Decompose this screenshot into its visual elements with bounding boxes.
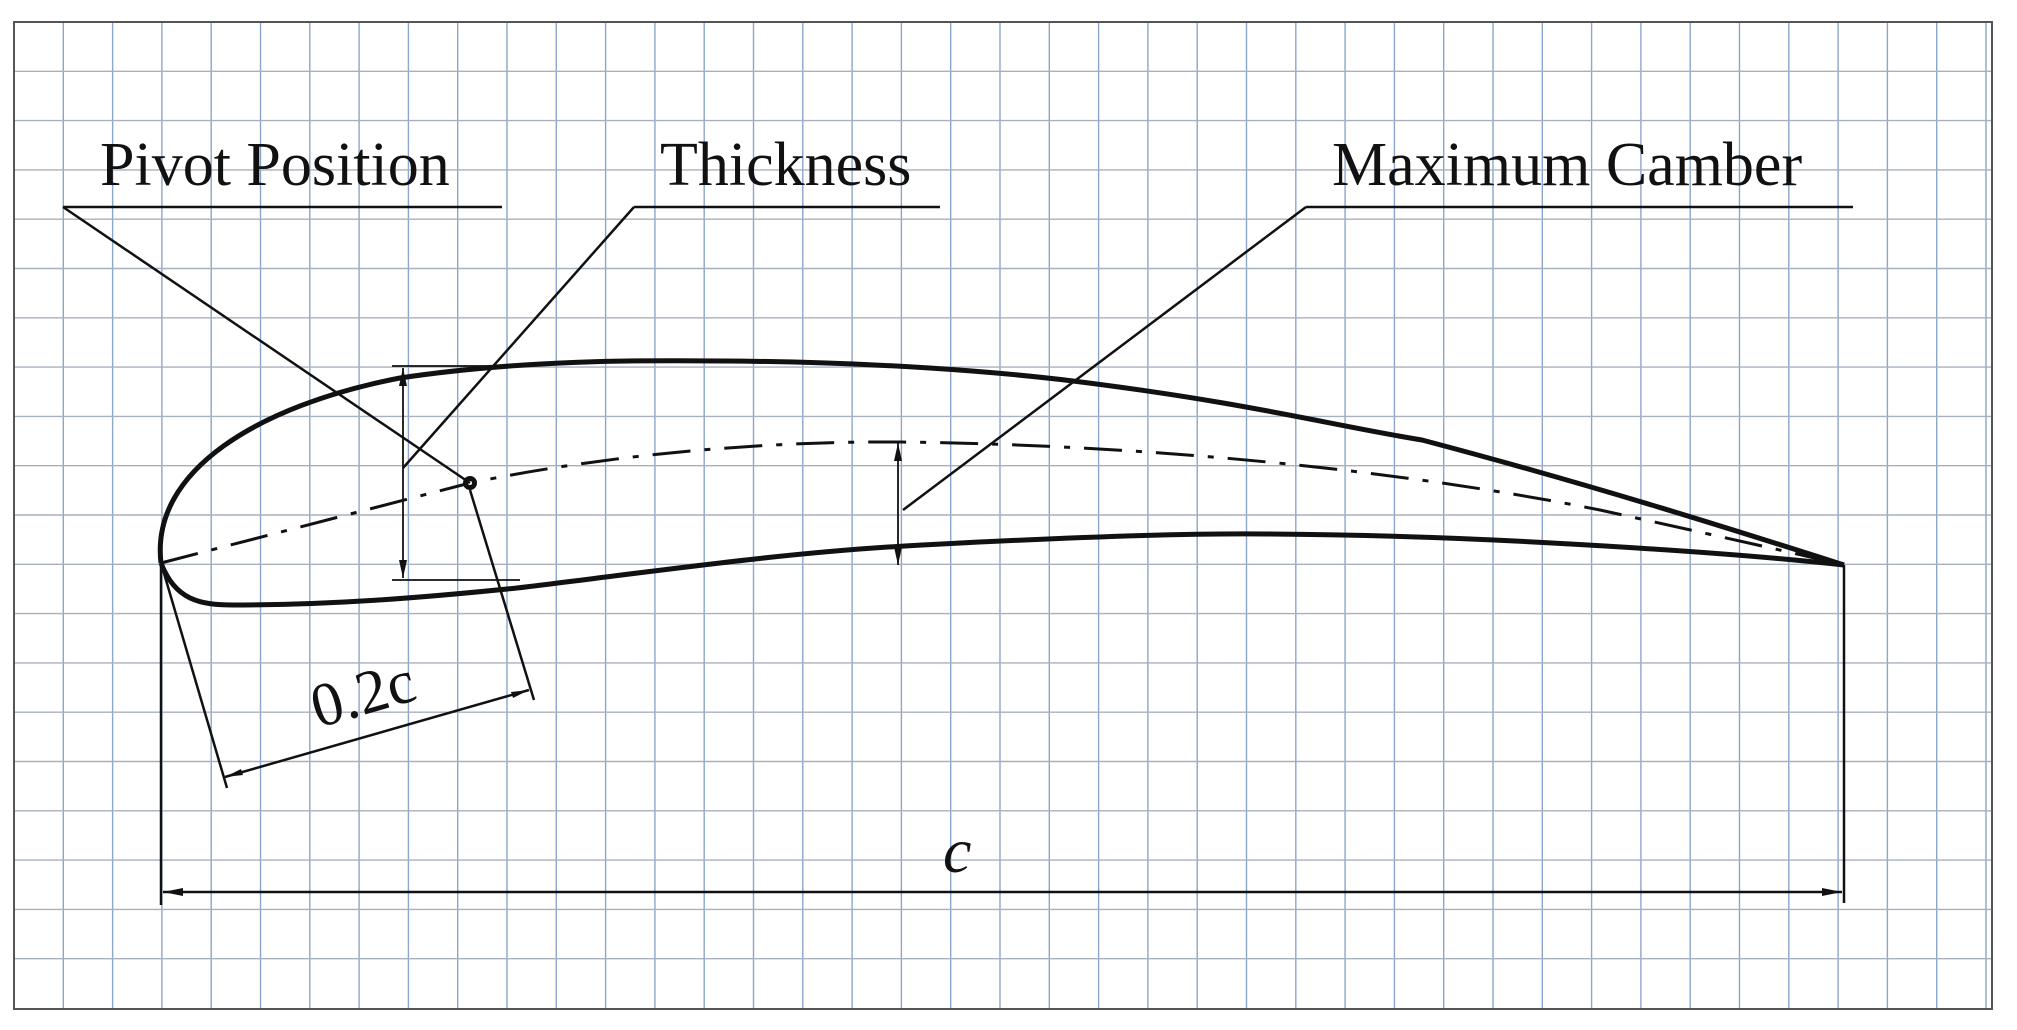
camber-line: [160, 440, 1845, 567]
grid-paper: [14, 22, 1992, 1009]
chord-label: c: [943, 815, 971, 886]
pivot-position-label: Pivot Position: [100, 131, 450, 199]
camber-leader-line: [902, 206, 1307, 511]
upper-surface: [157, 358, 1845, 568]
maximum-camber-label: Maximum Camber: [1332, 131, 1802, 199]
pivot-distance-dimension: [159, 489, 536, 789]
lower-surface: [158, 531, 1845, 608]
frame-border: [13, 21, 1993, 1010]
thickness-leader-line: [402, 206, 635, 469]
pivot-distance-label: 0.2c: [303, 647, 423, 741]
chord-dimension: [159, 563, 1846, 905]
thickness-label: Thickness: [660, 131, 911, 199]
